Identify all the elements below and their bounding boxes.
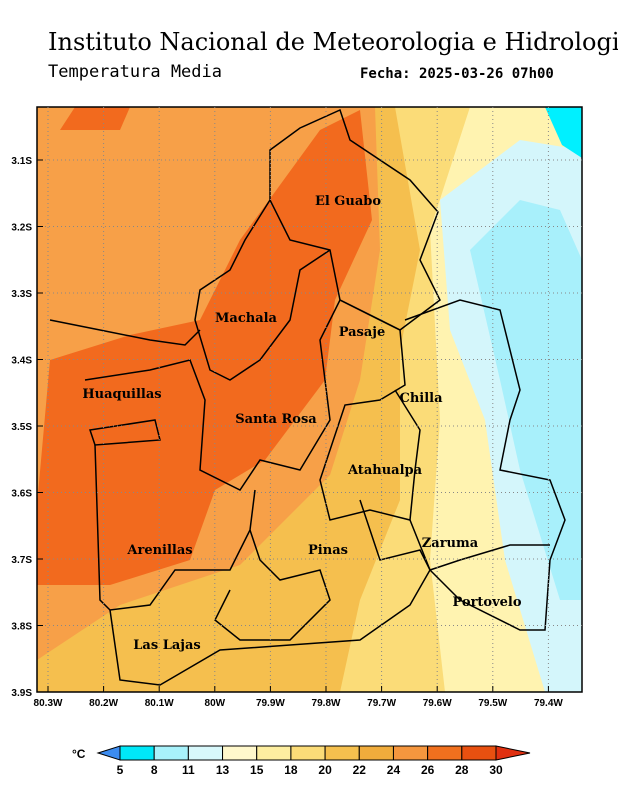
y-tick-label: 3.5S bbox=[11, 422, 32, 433]
colorbar-label: 13 bbox=[216, 763, 230, 777]
place-label: El Guabo bbox=[315, 194, 381, 209]
x-tick-label: 80.1W bbox=[145, 698, 174, 709]
y-tick-label: 3.4S bbox=[11, 356, 32, 367]
place-label: Las Lajas bbox=[133, 638, 200, 653]
title: Instituto Nacional de Meteorologia e Hid… bbox=[48, 28, 618, 56]
y-tick-label: 3.2S bbox=[11, 223, 32, 234]
colorbar-label: 24 bbox=[387, 763, 401, 777]
place-label: Huaquillas bbox=[82, 387, 161, 402]
y-tick-label: 3.8S bbox=[11, 622, 32, 633]
place-label: Machala bbox=[215, 311, 278, 326]
place-label: Chilla bbox=[399, 391, 443, 406]
x-tick-label: 80.2W bbox=[89, 698, 118, 709]
colorbar-label: 30 bbox=[489, 763, 503, 777]
y-tick-label: 3.7S bbox=[11, 555, 32, 566]
y-tick-label: 3.6S bbox=[11, 489, 32, 500]
colorbar-label: 28 bbox=[455, 763, 469, 777]
colorbar-label: 18 bbox=[284, 763, 298, 777]
y-tick-label: 3.9S bbox=[11, 688, 32, 699]
place-label: Pinas bbox=[308, 543, 348, 558]
colorbar-label: 5 bbox=[117, 763, 124, 777]
colorbar-label: 11 bbox=[182, 763, 195, 777]
x-tick-label: 80W bbox=[205, 698, 226, 709]
colorbar-label: 8 bbox=[151, 763, 158, 777]
place-label: Santa Rosa bbox=[235, 412, 317, 427]
colorbar-label: 20 bbox=[318, 763, 332, 777]
x-tick-label: 80.3W bbox=[34, 698, 63, 709]
colorbar-swatch bbox=[392, 745, 429, 761]
x-tick-label: 79.4W bbox=[534, 698, 563, 709]
y-tick-label: 3.1S bbox=[11, 156, 32, 167]
y-tick-label: 3.3S bbox=[11, 289, 32, 300]
subtitle: Temperatura Media bbox=[48, 62, 222, 82]
x-tick-label: 79.8W bbox=[312, 698, 341, 709]
colorbar-label: 15 bbox=[250, 763, 264, 777]
colorbar-swatch bbox=[153, 745, 189, 761]
place-label: Pasaje bbox=[339, 325, 386, 340]
place-label: Zaruma bbox=[422, 536, 479, 551]
place-label: Atahualpa bbox=[347, 463, 423, 478]
date: Fecha: 2025-03-26 07h00 bbox=[360, 66, 554, 82]
colorbar-swatch bbox=[495, 745, 531, 761]
colorbar-label: 26 bbox=[421, 763, 435, 777]
x-tick-label: 79.7W bbox=[367, 698, 396, 709]
map bbox=[36, 106, 583, 693]
colorbar-swatch bbox=[222, 745, 258, 761]
colorbar-swatch bbox=[358, 745, 394, 761]
place-label: Arenillas bbox=[126, 543, 192, 558]
x-tick-label: 79.6W bbox=[423, 698, 452, 709]
place-label: Portovelo bbox=[452, 595, 521, 610]
colorbar-swatch bbox=[256, 745, 292, 761]
colorbar-swatch bbox=[187, 745, 224, 761]
colorbar-swatch bbox=[290, 745, 326, 761]
colorbar-unit: °C bbox=[72, 747, 86, 761]
colorbar-swatch bbox=[119, 745, 155, 761]
x-tick-label: 79.5W bbox=[478, 698, 507, 709]
colorbar-swatch bbox=[324, 745, 360, 761]
colorbar-label: 22 bbox=[353, 763, 367, 777]
colorbar-swatch bbox=[461, 745, 497, 761]
x-tick-label: 79.9W bbox=[256, 698, 285, 709]
colorbar-swatch bbox=[427, 745, 463, 761]
colorbar-swatch bbox=[96, 745, 121, 761]
